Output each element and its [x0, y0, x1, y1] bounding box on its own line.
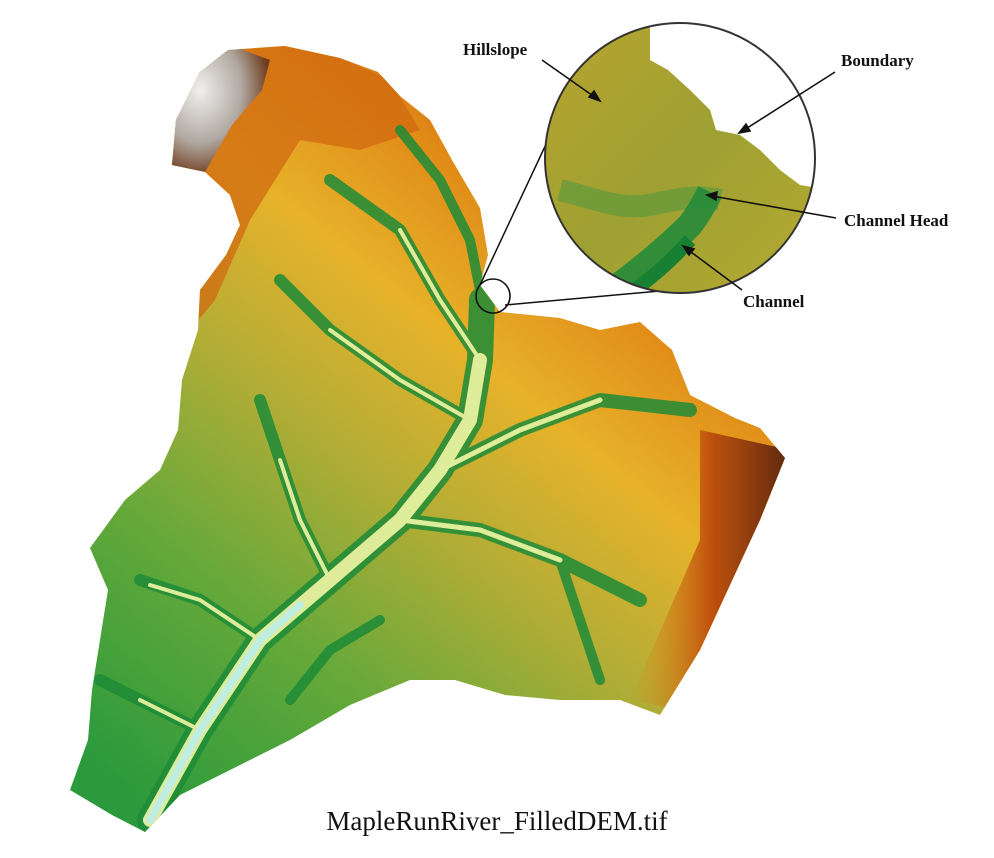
watershed-basin — [70, 46, 785, 832]
figure-caption: MapleRunRiver_FilledDEM.tif — [326, 806, 668, 836]
hillslope-label: Hillslope — [463, 40, 528, 59]
channel-head-label: Channel Head — [844, 211, 949, 230]
callout-arrows — [541, 59, 837, 291]
channel-label: Channel — [743, 292, 805, 311]
zoom-inset — [544, 22, 816, 294]
east-escarpment — [630, 430, 785, 710]
inset-channel — [592, 186, 722, 293]
drainage-network — [94, 125, 697, 832]
inset-locator-circle — [475, 278, 511, 314]
boundary-label: Boundary — [841, 51, 914, 70]
inset-leader-lines — [479, 139, 661, 306]
